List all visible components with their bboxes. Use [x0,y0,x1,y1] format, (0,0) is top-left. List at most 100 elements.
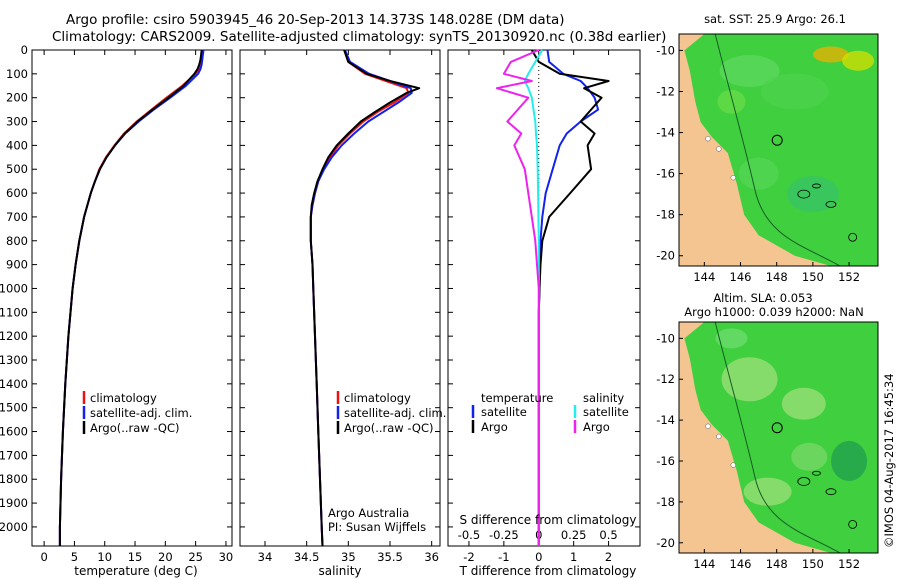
temperature-xlabel: temperature (deg C) [74,564,197,578]
depth-tick-label: 200 [6,91,28,105]
credit-line-2: PI: Susan Wijffels [328,520,426,534]
series-line-argo [309,49,421,547]
depth-tick-label: 700 [6,210,28,224]
map-frame [678,33,879,267]
depth-tick-label: 1300 [0,353,28,367]
lat-tick-label: -12 [656,84,675,98]
s-tick-label: 0.5 [599,528,617,542]
depth-tick-label: 0 [21,43,28,57]
x-tick-label: 5 [71,550,78,564]
legend-label-argo: Argo(..raw -QC) [344,421,434,435]
reef-outline [848,519,858,529]
depth-tick-label: 2000 [0,520,28,534]
lat-tick-label: -18 [656,495,675,509]
depth-tick-label: 1400 [0,377,28,391]
lon-tick-label: 144 [693,270,715,284]
depth-tick-label: 1800 [0,472,28,486]
lon-tick-label: 146 [730,557,752,571]
lat-tick-label: -20 [656,536,675,550]
legend-label-t-satellite: satellite [481,405,527,419]
field-patch [738,157,779,190]
lat-tick-label: -20 [656,249,675,263]
s-tick-label: -0.5 [458,528,480,542]
x-tick-label: 35.5 [377,550,403,564]
coastal-point [705,136,711,142]
reef-outline [812,183,821,189]
legend-title-salinity: salinity [583,391,624,405]
depth-tick-label: 900 [6,258,28,272]
field-patch [715,328,748,349]
plot-frame [31,49,233,547]
sla-map-subtitle: Argo h1000: 0.039 h2000: NaN [684,305,863,319]
x-tick-label: 25 [188,550,203,564]
diff-xlabel-bottom: T difference from climatology [459,564,637,578]
title-line-2: Climatology: CARS2009. Satellite-adjuste… [52,29,667,45]
series-line-s-argo [495,49,540,546]
lat-tick-label: -14 [656,126,675,140]
legend-title-temperature: temperature [481,391,553,405]
title-line-1: Argo profile: csiro 5903945_46 20-Sep-20… [66,12,565,28]
x-tick-label: 10 [97,550,112,564]
field-patch [791,442,828,471]
coastal-point [716,146,722,152]
field-patch [781,387,826,420]
lon-tick-label: 148 [766,270,788,284]
plot-frame [447,49,641,547]
depth-tick-label: 800 [6,234,28,248]
sst-map-title: sat. SST: 25.9 Argo: 26.1 [704,12,846,26]
depth-tick-label: 300 [6,115,28,129]
reef-outline [825,201,837,208]
legend-label-climatology: climatology [344,391,411,405]
sla-map: 144 146 148 150 152 -10 -12 -14 -16 -18 -20 [656,321,879,571]
x-tick-label: 36 [424,550,439,564]
depth-tick-label: 500 [6,162,28,176]
reef-outline [797,477,811,486]
legend-label-satellite: satellite-adj. clim. [90,406,192,420]
field-patch [842,50,875,71]
sst-map: 144 146 148 150 152 -10 -12 -14 -16 -18 -20 [656,33,879,284]
imos-watermark: ©IMOS 04-Aug-2017 16:45:34 [882,373,896,548]
lat-tick-label: -10 [656,43,675,57]
depth-tick-label: 100 [6,67,28,81]
bathymetry-contour [714,34,841,266]
temperature-legend: climatology satellite-adj. clim. Argo(..… [82,391,192,435]
depth-tick-label: 1900 [0,496,28,510]
depth-tick-label: 1000 [0,281,28,295]
lon-tick-label: 146 [730,270,752,284]
x-tick-label: 2 [605,550,612,564]
credit-line-1: Argo Australia [328,506,409,520]
reef-outline [812,470,821,476]
depth-tick-label: 1700 [0,448,28,462]
temperature-panel: 0100200300400500600700800900100011001200… [0,43,233,564]
reef-outline [825,488,837,496]
salinity-legend: climatology satellite-adj. clim. Argo(..… [336,391,446,435]
map-field [679,34,878,266]
x-tick-label: -1 [498,550,509,564]
lon-tick-label: 152 [838,557,860,571]
reef-outline [797,189,811,199]
lat-tick-label: -18 [656,208,675,222]
sla-map-title: Altim. SLA: 0.053 [713,291,812,305]
lon-tick-label: 152 [838,270,860,284]
coastal-point [730,175,736,181]
s-tick-label: -0.25 [489,528,519,542]
coastal-point [716,433,722,440]
legend-label-t-argo: Argo [481,420,508,434]
plot-frame [239,49,441,547]
x-tick-label: 0 [535,550,542,564]
coastal-point [730,462,736,468]
depth-tick-label: 1200 [0,329,28,343]
x-tick-label: 0 [40,550,47,564]
depth-tick-label: 600 [6,186,28,200]
depth-tick-label: 1600 [0,425,28,439]
argo-float-marker [771,422,783,434]
depth-tick-label: 1500 [0,401,28,415]
lon-tick-label: 150 [802,270,824,284]
coastal-point [705,423,711,429]
x-tick-label: 15 [128,550,143,564]
lon-tick-label: 150 [802,557,824,571]
lat-tick-label: -10 [656,331,675,345]
lat-tick-label: -12 [656,372,675,386]
x-tick-label: -2 [463,550,474,564]
